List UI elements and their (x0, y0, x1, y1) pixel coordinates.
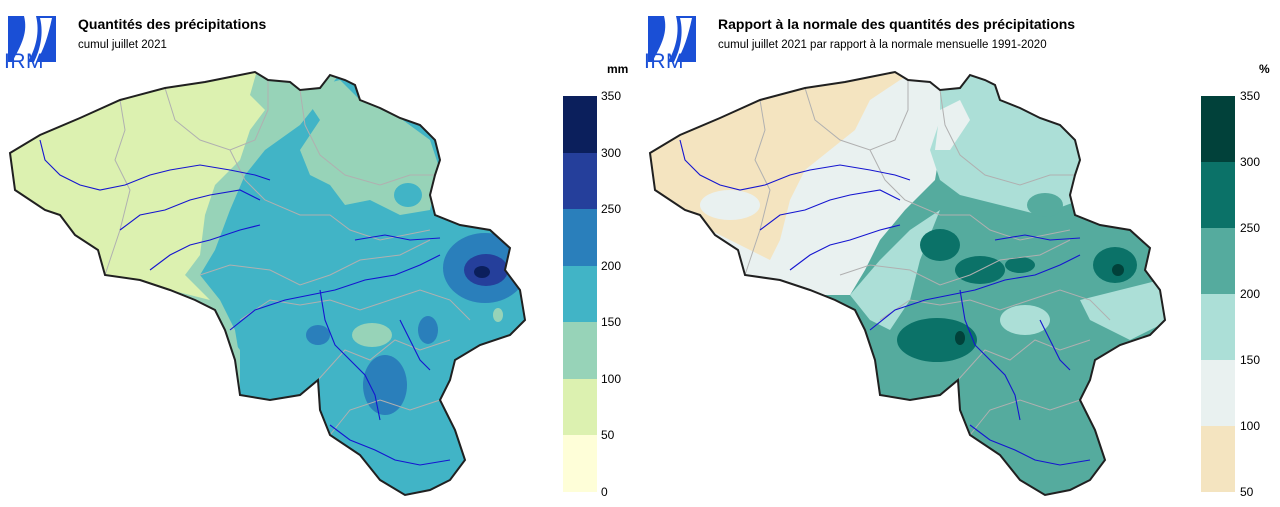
legend-unit: mm (607, 62, 629, 76)
legend-label: 200 (1240, 287, 1261, 301)
legend-label: 250 (601, 202, 622, 216)
legend-color-box (563, 322, 597, 379)
precipitation-ratio-map-panel: IRM Rapport à la normale des quantités d… (640, 0, 1280, 507)
legend-color-box (1201, 228, 1235, 294)
legend-label: 50 (1240, 485, 1254, 499)
belgium-precipitation-map (9, 71, 526, 496)
legend-color-box (1201, 360, 1235, 426)
legend-color-box (1201, 294, 1235, 360)
legend-label: 350 (1240, 89, 1261, 103)
legend-label: 200 (601, 259, 622, 273)
legend-label: 150 (1240, 353, 1261, 367)
legend-color-box (563, 153, 597, 209)
map-title: Quantités des précipitations (78, 16, 267, 32)
irm-logo-icon (648, 16, 696, 62)
precipitation-map-panel: IRM Quantités des précipitations cumul j… (4, 16, 629, 499)
legend-color-box (563, 435, 597, 492)
legend-color-box (1201, 162, 1235, 228)
legend-label: 350 (601, 89, 622, 103)
legend-color-box (563, 266, 597, 322)
map-subtitle: cumul juillet 2021 (78, 39, 167, 51)
legend-label: 100 (601, 372, 622, 386)
precipitation-legend (563, 96, 597, 492)
legend-label: 100 (1240, 419, 1261, 433)
legend-label: 300 (1240, 155, 1261, 169)
belgium-ratio-map (649, 71, 1166, 496)
legend-label: 0 (601, 485, 608, 499)
map-subtitle: cumul juillet 2021 par rapport à la norm… (718, 39, 1047, 51)
irm-logo-text: IRM (644, 50, 684, 73)
ratio-legend (1201, 96, 1235, 492)
legend-color-box (1201, 426, 1235, 492)
legend-label: 150 (601, 315, 622, 329)
legend-label: 300 (601, 146, 622, 160)
legend-color-box (563, 96, 597, 153)
legend-color-box (1201, 96, 1235, 162)
irm-logo-icon (8, 16, 56, 62)
legend-color-box (563, 209, 597, 266)
legend-label: 250 (1240, 221, 1261, 235)
map-title: Rapport à la normale des quantités des p… (718, 16, 1076, 32)
legend-color-box (563, 379, 597, 435)
irm-logo-text: IRM (4, 50, 44, 73)
legend-unit: % (1259, 62, 1270, 76)
legend-label: 50 (601, 428, 615, 442)
